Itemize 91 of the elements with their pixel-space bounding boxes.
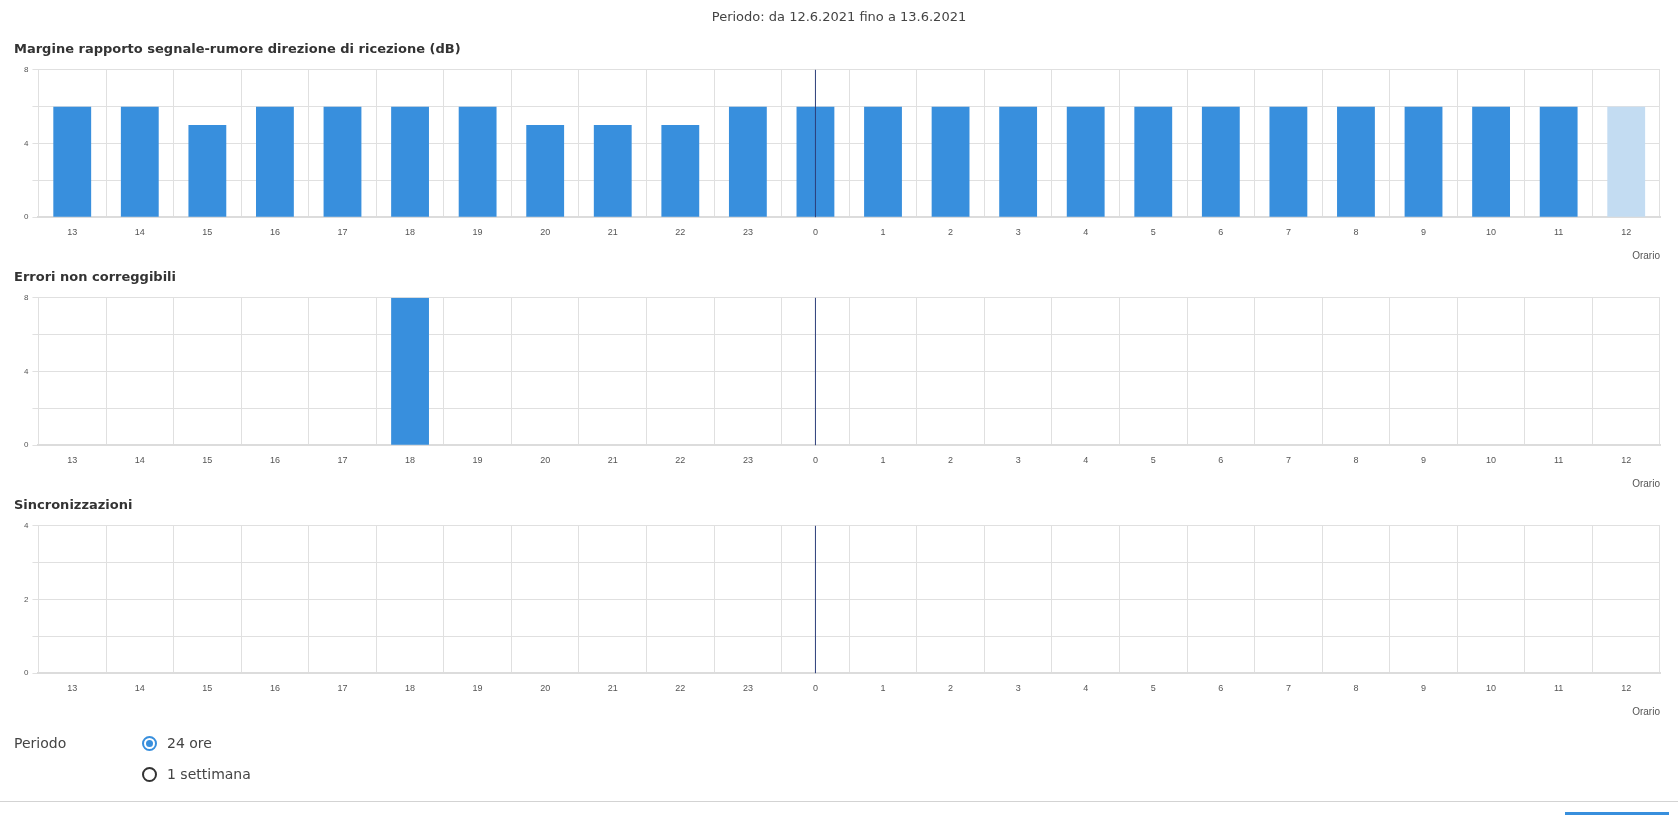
- x-tick-label: 23: [742, 227, 753, 238]
- x-tick-label: 22: [675, 455, 686, 466]
- x-tick-label: 16: [269, 683, 280, 694]
- x-tick-label: 19: [472, 683, 483, 694]
- x-tick-label: 8: [1353, 455, 1359, 466]
- x-tick-label: 9: [1421, 455, 1427, 466]
- y-tick-label: 4: [24, 138, 29, 148]
- x-axis-title: Orario: [1632, 249, 1661, 261]
- x-axis-title: Orario: [1632, 705, 1661, 717]
- x-tick-label: 3: [1015, 455, 1021, 466]
- x-tick-label: 15: [202, 455, 213, 466]
- x-tick-label: 17: [337, 455, 348, 466]
- x-tick-label: 6: [1218, 227, 1224, 238]
- x-tick-label: 14: [134, 227, 145, 238]
- x-tick-label: 15: [202, 683, 213, 694]
- text: Periodo: da 12.6.2021 fino a 13.6.2021: [710, 8, 968, 26]
- chart-title: Sincronizzazioni: [14, 497, 134, 514]
- x-tick-label: 5: [1150, 683, 1156, 694]
- x-tick-label: 9: [1421, 227, 1427, 238]
- x-tick-label: 12: [1621, 227, 1632, 238]
- chart-title: Errori non correggibili: [14, 269, 177, 286]
- x-tick-label: 0: [812, 455, 818, 466]
- x-tick-label: 6: [1218, 683, 1224, 694]
- x-tick-label: 4: [1083, 683, 1089, 694]
- x-tick-label: 23: [742, 683, 753, 694]
- x-tick-label: 21: [607, 227, 618, 238]
- x-tick-label: 11: [1553, 455, 1564, 466]
- x-tick-label: 20: [540, 455, 551, 466]
- x-tick-label: 1: [880, 683, 886, 694]
- x-tick-label: 20: [540, 227, 551, 238]
- x-tick-label: 0: [812, 683, 818, 694]
- y-tick-label: 4: [24, 366, 29, 376]
- x-tick-label: 19: [472, 455, 483, 466]
- chart-title: Margine rapporto segnale-rumore direzione di ricezione (dB): [14, 41, 462, 58]
- y-tick-label: 8: [24, 293, 29, 302]
- y-tick-label: 0: [24, 440, 29, 450]
- x-tick-label: 7: [1285, 227, 1291, 238]
- x-tick-label: 16: [269, 455, 280, 466]
- x-axis-title: Orario: [1632, 477, 1661, 489]
- x-tick-label: 4: [1083, 455, 1089, 466]
- x-tick-label: 13: [67, 683, 78, 694]
- x-tick-label: 11: [1553, 683, 1564, 694]
- x-tick-label: 6: [1218, 455, 1224, 466]
- x-tick-label: 22: [675, 227, 686, 238]
- x-tick-label: 5: [1150, 227, 1156, 238]
- x-tick-label: 2: [948, 683, 954, 694]
- x-tick-label: 5: [1150, 455, 1156, 466]
- x-tick-label: 0: [812, 227, 818, 238]
- x-tick-label: 19: [472, 227, 483, 238]
- x-tick-label: 12: [1621, 455, 1632, 466]
- text: 1 settimana: [167, 766, 251, 782]
- x-tick-label: 8: [1353, 683, 1359, 694]
- x-tick-label: 16: [269, 227, 280, 238]
- x-tick-label: 17: [337, 683, 348, 694]
- x-tick-label: 2: [948, 227, 954, 238]
- x-tick-label: 8: [1353, 227, 1359, 238]
- x-tick-label: 7: [1285, 455, 1291, 466]
- x-tick-label: 13: [67, 227, 78, 238]
- x-tick-label: 18: [405, 455, 416, 466]
- y-tick-label: 0: [24, 668, 29, 678]
- x-tick-label: 4: [1083, 227, 1089, 238]
- text: Periodo: [14, 735, 67, 751]
- x-tick-label: 2: [948, 455, 954, 466]
- x-tick-label: 17: [337, 227, 348, 238]
- x-tick-label: 1: [880, 227, 886, 238]
- x-tick-label: 7: [1285, 683, 1291, 694]
- x-tick-label: 10: [1486, 683, 1497, 694]
- x-tick-label: 1: [880, 455, 886, 466]
- x-tick-label: 3: [1015, 227, 1021, 238]
- y-tick-label: 8: [24, 65, 29, 74]
- x-tick-label: 12: [1621, 683, 1632, 694]
- x-tick-label: 21: [607, 455, 618, 466]
- text: 24 ore: [167, 735, 212, 751]
- x-tick-label: 13: [67, 455, 78, 466]
- x-tick-label: 3: [1015, 683, 1021, 694]
- x-tick-label: 10: [1486, 455, 1497, 466]
- x-tick-label: 9: [1421, 683, 1427, 694]
- x-tick-label: 18: [405, 683, 416, 694]
- x-tick-label: 22: [675, 683, 686, 694]
- y-tick-label: 2: [24, 594, 29, 604]
- x-tick-label: 14: [134, 455, 145, 466]
- x-tick-label: 20: [540, 683, 551, 694]
- x-tick-label: 15: [202, 227, 213, 238]
- y-tick-label: 4: [24, 521, 29, 530]
- x-tick-label: 23: [742, 455, 753, 466]
- x-tick-label: 14: [134, 683, 145, 694]
- y-tick-label: 0: [24, 212, 29, 222]
- x-tick-label: 10: [1486, 227, 1497, 238]
- x-tick-label: 18: [405, 227, 416, 238]
- x-tick-label: 21: [607, 683, 618, 694]
- x-tick-label: 11: [1553, 227, 1564, 238]
